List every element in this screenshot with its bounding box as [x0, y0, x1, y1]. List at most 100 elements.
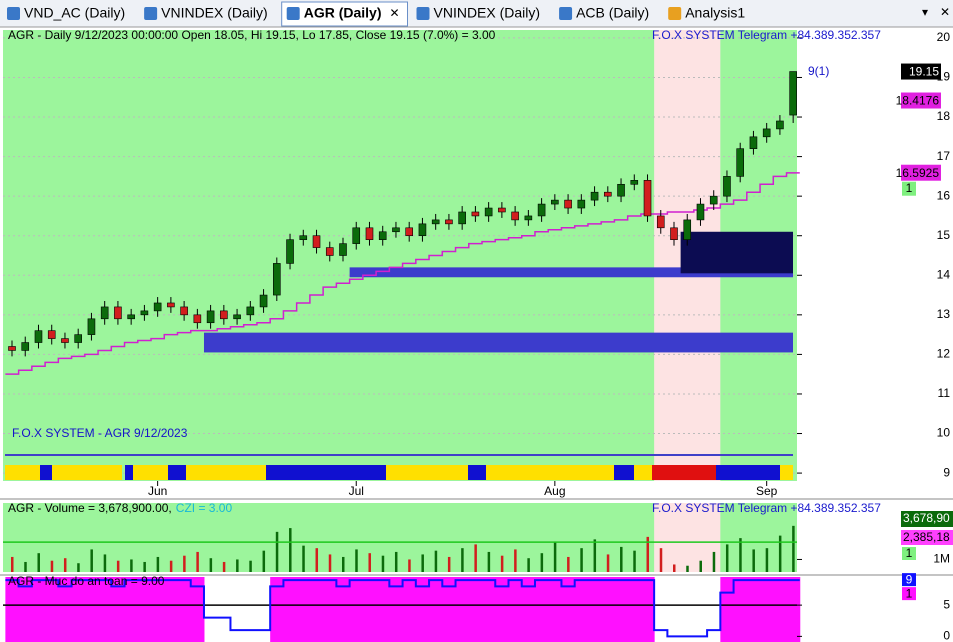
volume-bar: [342, 556, 345, 572]
volume-bar: [315, 548, 319, 572]
volume-bar: [500, 555, 504, 572]
volume-bar: [487, 551, 491, 572]
close-button[interactable]: ✕: [940, 5, 950, 19]
candle-body: [339, 243, 347, 256]
x-tick-label: Aug: [544, 484, 565, 498]
tab[interactable]: [411, 2, 551, 26]
candle-body: [180, 306, 188, 316]
tab-label[interactable]: AGR (Daily): [304, 5, 382, 21]
state-strip: [652, 465, 716, 480]
price-label: 18.4176: [896, 94, 940, 108]
state-strip: [614, 465, 634, 480]
candle-body: [87, 318, 96, 335]
state-strip: [588, 465, 614, 480]
candle-body: [577, 199, 586, 209]
telegram-note: F.O.X SYSTEM Telegram +84.389.352.357: [652, 501, 881, 515]
price-label-box: [901, 63, 941, 80]
pane-subtitle: CZI = 3.00: [176, 501, 233, 515]
volume-bar: [236, 559, 239, 572]
safety-fill: [190, 577, 205, 642]
tab[interactable]: [2, 2, 136, 26]
safety-fill: [482, 577, 496, 642]
zone: [203, 332, 794, 353]
state-strip: [186, 465, 266, 480]
candle-body: [100, 306, 109, 320]
safety-fill: [521, 577, 536, 642]
price-label: 19.15: [909, 65, 939, 79]
tab[interactable]: [281, 1, 408, 27]
volume-bar: [368, 553, 371, 572]
y-tick-label: 18: [937, 109, 951, 123]
safety-fill: [508, 577, 523, 642]
ma-line: [5, 172, 800, 375]
volume-bar: [355, 549, 358, 572]
state-strip: [40, 465, 52, 480]
tab-label[interactable]: ACB (Daily): [576, 5, 649, 21]
tab[interactable]: [139, 2, 278, 26]
volume-bar: [183, 555, 186, 572]
tab-label[interactable]: VND_AC (Daily): [24, 5, 125, 21]
safety-fill: [773, 577, 788, 642]
volume-bar: [50, 560, 54, 572]
tab-icon: [286, 7, 300, 20]
safety-line: [5, 579, 800, 638]
safety-fill: [376, 577, 390, 642]
state-strip: [486, 465, 588, 480]
candle-body: [127, 314, 135, 320]
candle-body: [312, 235, 321, 248]
candle-body: [140, 310, 149, 316]
volume-bar: [725, 544, 729, 572]
volume-bar: [699, 560, 702, 572]
tab-label[interactable]: VNINDEX (Daily): [161, 5, 268, 21]
candle-body: [471, 211, 480, 217]
volume-bar: [143, 561, 146, 572]
volume-bar: [156, 556, 160, 572]
candle-body: [8, 346, 16, 351]
y-tick-label: 11: [938, 386, 951, 400]
volume-bar: [24, 561, 27, 572]
candle-body: [736, 148, 745, 177]
state-strip: [468, 465, 486, 480]
volume-bar: [765, 548, 769, 572]
state-strip: [780, 465, 793, 480]
tab-close[interactable]: ✕: [390, 6, 400, 20]
safety-fill: [58, 577, 73, 642]
watermark: F.O.X SYSTEM - AGR 9/12/2023: [12, 426, 188, 440]
candle-body: [789, 71, 797, 116]
volume-bar: [302, 545, 305, 572]
candle-body: [776, 120, 784, 130]
tab-label[interactable]: VNINDEX (Daily): [434, 5, 541, 21]
y-tick-label: 16: [937, 188, 951, 202]
candle-body: [498, 207, 506, 213]
volume-bar: [130, 559, 133, 572]
candle-body: [114, 306, 122, 320]
candle-body: [34, 330, 43, 343]
volume-bar: [169, 560, 173, 572]
scroll-arrow[interactable]: ▾: [922, 5, 928, 19]
x-tick-label: Jun: [148, 484, 167, 498]
candle-body: [272, 263, 281, 296]
tab-icon: [7, 7, 20, 20]
volume-bar: [567, 556, 570, 572]
volume-bar: [752, 549, 755, 572]
volume-bar: [11, 556, 14, 572]
candle-body: [431, 219, 440, 225]
candle-body: [484, 207, 493, 217]
candle-body: [445, 219, 453, 225]
candle-body: [749, 136, 758, 149]
volume-bar: [103, 554, 107, 572]
volume-bar: [408, 559, 411, 572]
candle-body: [696, 203, 705, 221]
telegram-note: F.O.X SYSTEM Telegram +84.389.352.357: [652, 28, 881, 42]
tab-label[interactable]: Analysis1: [685, 5, 745, 21]
last-label: 9: [906, 572, 913, 586]
candle-body: [299, 235, 308, 240]
volume-bar: [686, 565, 689, 572]
y-tick-label: 10: [937, 426, 951, 440]
volume-bar: [249, 560, 252, 572]
signal-label: 1: [906, 586, 913, 600]
state-strip: [716, 465, 780, 480]
avg-label-box: [901, 530, 953, 545]
safety-fill: [574, 577, 589, 642]
